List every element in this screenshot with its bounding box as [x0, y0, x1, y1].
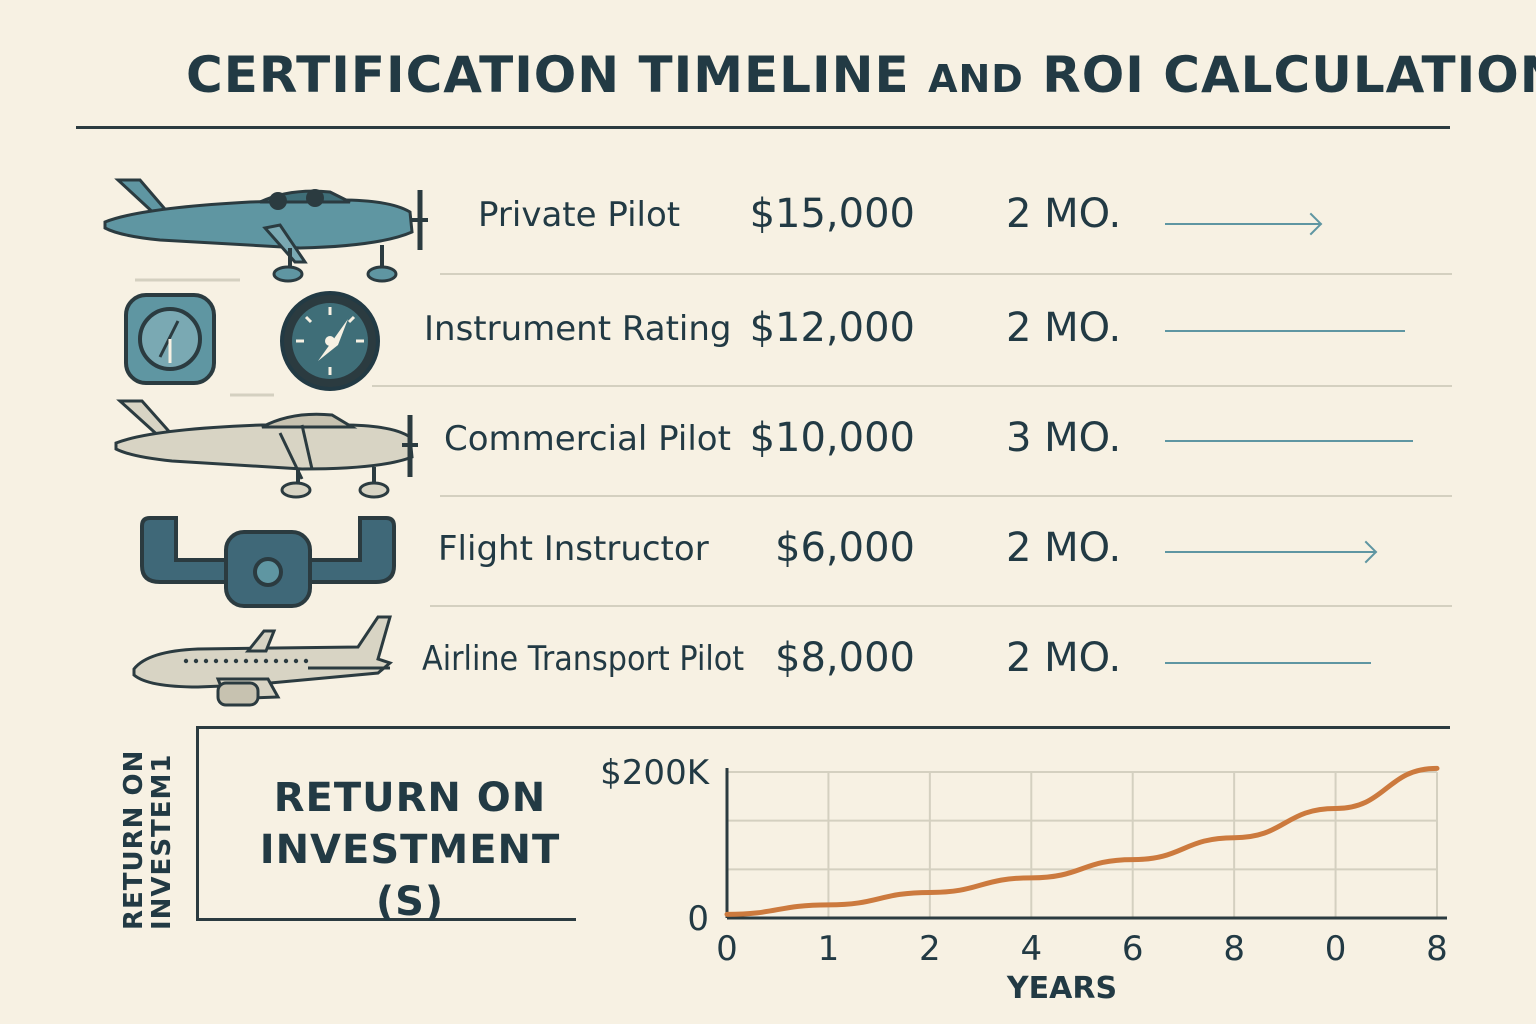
x-tick-label: 0	[1325, 929, 1347, 969]
row-divider	[430, 605, 1452, 607]
timeline-bar	[1165, 330, 1405, 332]
cert-name: Private Pilot	[478, 195, 681, 235]
cert-name: Flight Instructor	[438, 529, 709, 569]
row-divider	[440, 273, 1452, 275]
cert-cost: $15,000	[749, 191, 915, 237]
title-connector: AND	[928, 57, 1024, 101]
row-divider	[440, 495, 1452, 497]
page-title: CERTIFICATION TIMELINE AND ROI CALCULATI…	[186, 40, 1536, 114]
roi-bottom-rule	[196, 918, 576, 921]
cert-name: Commercial Pilot	[444, 419, 731, 459]
roi-left-rule	[196, 726, 199, 921]
timeline-bar	[1165, 223, 1320, 225]
title-tail: ROI CALCULATION	[1042, 46, 1536, 104]
cert-duration: 2 MO.	[1006, 525, 1122, 571]
jet-airliner-icon	[132, 615, 394, 707]
y-tick-label: 0	[687, 899, 709, 939]
small-airplane-icon	[103, 178, 428, 283]
title-divider	[76, 126, 1450, 129]
cert-duration: 2 MO.	[1006, 635, 1122, 681]
cert-cost: $8,000	[775, 635, 915, 681]
chart-series	[724, 765, 1440, 917]
x-tick-label: 2	[919, 929, 941, 969]
chart-grid	[727, 771, 1438, 918]
timeline-bar	[1165, 551, 1375, 553]
roi-top-rule	[196, 726, 1450, 729]
x-tick-label: 6	[1122, 929, 1144, 969]
title-main: CERTIFICATION TIMELINE	[186, 46, 910, 104]
cert-name: Instrument Rating	[424, 309, 732, 349]
commercial-airplane-icon	[114, 399, 418, 499]
cert-cost: $10,000	[749, 415, 915, 461]
cert-duration: 3 MO.	[1006, 415, 1122, 461]
cert-name: Airline Transport Pilot	[422, 639, 745, 679]
x-tick-label: 0	[716, 929, 738, 969]
cert-row-instrument-rating: Instrument Rating $12,000 2 MO.	[0, 275, 1536, 397]
timeline-bar	[1165, 440, 1413, 442]
chart-axes	[725, 768, 1447, 920]
cert-cost: $6,000	[775, 525, 915, 571]
cert-row-private-pilot: Private Pilot $15,000 2 MO.	[0, 165, 1536, 283]
roi-heading-line1: RETURN ON	[273, 775, 547, 821]
row-divider	[372, 385, 1452, 387]
y-tick-label: $200K	[600, 753, 711, 793]
x-tick-label: 8	[1426, 929, 1448, 969]
cert-row-airline-transport-pilot: Airline Transport Pilot $8,000 2 MO.	[0, 605, 1536, 715]
x-tick-label: 4	[1020, 929, 1042, 969]
control-yoke-icon	[140, 516, 396, 608]
roi-heading: RETURN ON INVESTMENT (S)	[230, 772, 590, 928]
cert-cost: $12,000	[749, 305, 915, 351]
chart-ticks: 0 1 2 4 6 8 0 8 $200K 0	[600, 753, 1448, 969]
cert-row-commercial-pilot: Commercial Pilot $10,000 3 MO.	[0, 385, 1536, 499]
cert-duration: 2 MO.	[1006, 191, 1122, 237]
flight-instruments-icon	[124, 291, 380, 397]
roi-heading-line2: INVESTMENT (S)	[259, 827, 561, 925]
cert-duration: 2 MO.	[1006, 305, 1122, 351]
x-tick-label: 1	[818, 929, 840, 969]
cert-row-flight-instructor: Flight Instructor $6,000 2 MO.	[0, 495, 1536, 608]
timeline-bar	[1165, 662, 1371, 664]
x-axis-title: YEARS	[1006, 971, 1117, 1006]
roi-curve	[724, 765, 1440, 917]
x-tick-label: 8	[1223, 929, 1245, 969]
